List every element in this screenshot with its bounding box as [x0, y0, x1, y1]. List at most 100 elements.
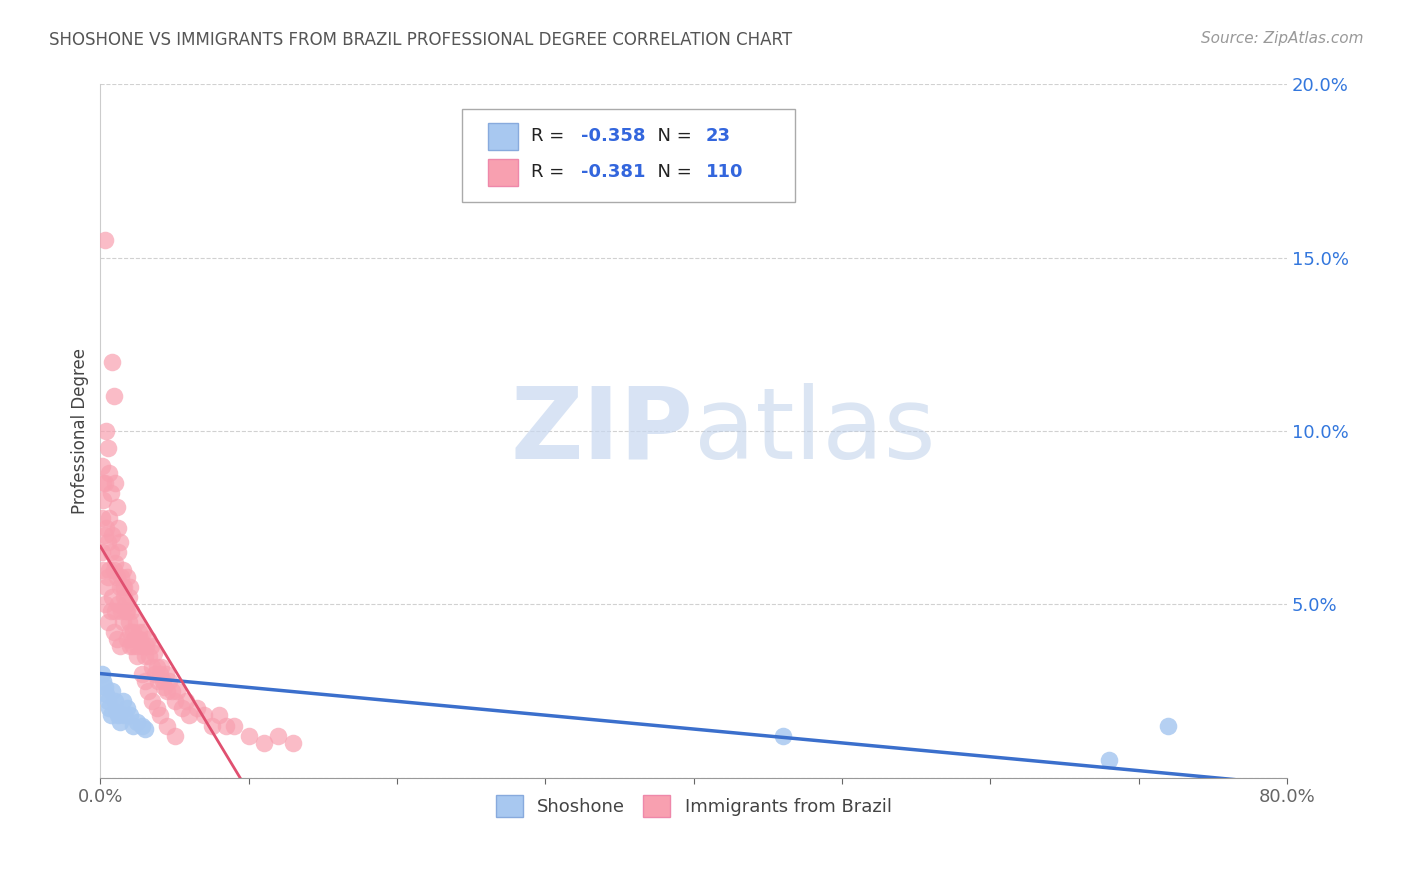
Point: [108, 580, 131, 594]
Point: [145, 701, 167, 715]
Text: -0.358: -0.358: [581, 128, 645, 145]
Point: [122, 625, 145, 640]
Point: [156, 684, 179, 698]
Point: [104, 604, 127, 618]
Point: [283, 736, 305, 750]
Point: [143, 666, 166, 681]
Point: [96, 687, 118, 701]
Point: [90, 666, 112, 681]
Point: [131, 718, 153, 732]
Point: [108, 639, 131, 653]
Point: [252, 736, 274, 750]
Point: [91, 563, 114, 577]
Text: 23: 23: [706, 128, 731, 145]
Point: [94, 681, 117, 695]
Point: [114, 597, 136, 611]
Point: [170, 701, 193, 715]
Point: [153, 681, 176, 695]
Point: [94, 528, 117, 542]
Point: [160, 684, 183, 698]
Point: [91, 475, 114, 490]
Point: [139, 639, 162, 653]
Point: [200, 718, 222, 732]
Point: [155, 666, 177, 681]
Point: [100, 545, 122, 559]
Point: [135, 639, 157, 653]
Point: [105, 632, 128, 646]
Point: [105, 500, 128, 515]
Point: [112, 591, 135, 605]
Bar: [488, 160, 517, 186]
Point: [134, 649, 156, 664]
Text: R =: R =: [531, 163, 569, 181]
Text: -0.381: -0.381: [581, 163, 645, 181]
Point: [148, 673, 170, 688]
Text: 110: 110: [706, 163, 742, 181]
Point: [103, 563, 125, 577]
Point: [115, 701, 138, 715]
Point: [91, 673, 114, 688]
Point: [166, 684, 188, 698]
Text: N =: N =: [647, 128, 697, 145]
Point: [127, 639, 149, 653]
Point: [97, 535, 120, 549]
Point: [98, 466, 121, 480]
Point: [141, 659, 163, 673]
Point: [105, 569, 128, 583]
Point: [193, 708, 215, 723]
Point: [97, 442, 120, 456]
Point: [97, 615, 120, 629]
Point: [98, 563, 121, 577]
Point: [107, 708, 129, 723]
Point: [112, 580, 135, 594]
Point: [107, 521, 129, 535]
Point: [163, 694, 186, 708]
Point: [124, 632, 146, 646]
Point: [110, 604, 132, 618]
Point: [90, 510, 112, 524]
Point: [111, 563, 134, 577]
Point: [149, 666, 172, 681]
Point: [1098, 753, 1121, 767]
Point: [149, 708, 172, 723]
Point: [134, 673, 156, 688]
Point: [111, 694, 134, 708]
Point: [101, 528, 124, 542]
Point: [772, 729, 794, 743]
Point: [1157, 718, 1180, 732]
Point: [208, 708, 231, 723]
Point: [131, 666, 153, 681]
Point: [121, 604, 143, 618]
Point: [145, 659, 167, 673]
Point: [118, 625, 141, 640]
Bar: [488, 123, 517, 150]
Point: [136, 632, 159, 646]
Point: [267, 729, 290, 743]
Point: [215, 718, 238, 732]
Legend: Shoshone, Immigrants from Brazil: Shoshone, Immigrants from Brazil: [488, 788, 898, 824]
Point: [94, 475, 117, 490]
Point: [122, 639, 145, 653]
Point: [90, 458, 112, 473]
Point: [152, 673, 174, 688]
Point: [98, 701, 121, 715]
Point: [157, 673, 180, 688]
Point: [238, 729, 260, 743]
Point: [125, 615, 148, 629]
Point: [136, 684, 159, 698]
Point: [114, 604, 136, 618]
Text: ZIP: ZIP: [510, 383, 693, 480]
Point: [96, 521, 118, 535]
Point: [97, 569, 120, 583]
Point: [94, 597, 117, 611]
Point: [100, 486, 122, 500]
Point: [90, 545, 112, 559]
Point: [105, 705, 128, 719]
Point: [131, 639, 153, 653]
Point: [127, 649, 149, 664]
Point: [129, 632, 152, 646]
Point: [117, 591, 139, 605]
Point: [118, 580, 141, 594]
Point: [101, 591, 124, 605]
Point: [128, 625, 150, 640]
